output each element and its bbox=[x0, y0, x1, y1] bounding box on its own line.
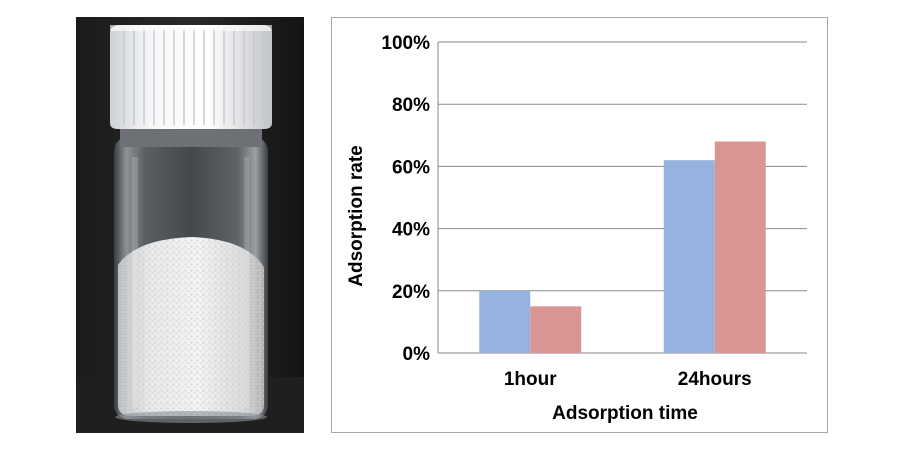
bar-1hour-series-2 bbox=[530, 306, 582, 353]
bar-1hour-series-1 bbox=[479, 290, 531, 353]
y-tick-label: 40% bbox=[392, 220, 430, 241]
bars bbox=[479, 141, 766, 353]
x-tick-label: 1hour bbox=[504, 369, 557, 390]
x-tick-label: 24hours bbox=[678, 369, 752, 390]
y-tick-label: 0% bbox=[403, 344, 431, 365]
y-tick-label: 20% bbox=[392, 282, 430, 303]
x-axis-title: Adsorption time bbox=[552, 403, 698, 424]
bar-24hours-series-1 bbox=[663, 160, 715, 353]
bar-chart: 0% 20% 40% 60% 80% 100% 1hour 24hours Adsorpti… bbox=[346, 33, 807, 424]
vial-photo bbox=[76, 17, 304, 433]
chart-panel: 0% 20% 40% 60% 80% 100% 1hour 24hours Adsorpti… bbox=[331, 17, 828, 433]
y-tick-label: 100% bbox=[381, 33, 430, 54]
y-tick-label: 80% bbox=[392, 95, 430, 116]
vial-illustration bbox=[76, 17, 304, 433]
y-tick-label: 60% bbox=[392, 157, 430, 178]
y-axis-title: Adsorption rate bbox=[346, 145, 367, 286]
bar-24hours-series-2 bbox=[714, 141, 766, 353]
x-tick-labels: 1hour 24hours bbox=[504, 369, 752, 390]
y-tick-labels: 0% 20% 40% 60% 80% 100% bbox=[381, 33, 430, 365]
